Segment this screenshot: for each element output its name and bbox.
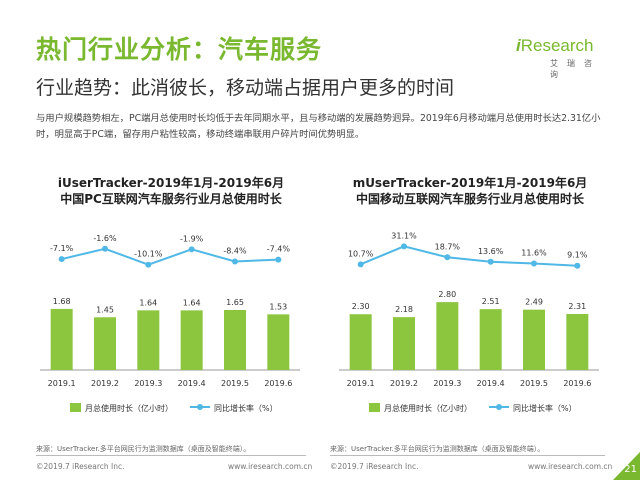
bar-value-label: 2.51: [482, 297, 500, 306]
legend-bar-label: 月总使用时长（亿小时）: [85, 403, 173, 413]
line-value-label: 10.7%: [348, 249, 374, 258]
x-tick-label: 2019.4: [477, 379, 505, 388]
bar: [436, 302, 459, 370]
bar: [349, 314, 372, 370]
chart-title-mobile-line2: 中国移动互联网汽车服务行业月总使用时长: [355, 192, 584, 206]
line-point: [102, 245, 108, 252]
line-value-label: -1.6%: [93, 234, 117, 243]
bar-value-label: 1.64: [139, 298, 157, 307]
copyright-left: ©2019.7 iResearch Inc.: [36, 462, 125, 471]
legend-bar-swatch: [70, 403, 81, 412]
bar-value-label: 2.30: [352, 302, 370, 311]
x-tick-label: 2019.1: [347, 379, 375, 388]
chart-title-mobile-line1: mUserTracker-2019年1月-2019年6月: [352, 176, 588, 190]
line-value-label: 13.6%: [478, 247, 504, 256]
legend-line-label: 同比增长率（%）: [214, 403, 278, 413]
x-tick-label: 2019.3: [433, 379, 461, 388]
iresearch-logo: iResearch 艾瑞咨询: [516, 36, 616, 80]
line-value-label: -8.4%: [223, 247, 247, 256]
line-value-label: -1.9%: [180, 234, 204, 243]
bar: [566, 314, 589, 370]
line-point: [531, 260, 537, 267]
bar: [50, 308, 73, 370]
logo-i: i: [516, 36, 521, 55]
line-point: [232, 258, 238, 265]
line-point: [574, 262, 581, 269]
bar: [393, 317, 415, 370]
x-tick-label: 2019.2: [390, 379, 418, 388]
page-number-badge: 21: [613, 452, 640, 480]
legend-line-marker: [496, 404, 502, 410]
logo-research: Research: [520, 36, 594, 55]
chart-title-pc: iUserTracker-2019年1月-2019年6月 中国PC互联网汽车服务…: [36, 175, 306, 207]
mobile-duration-chart: 2.30 2019.1 2.18 2019.2 2.80 2019.3 2.51 2019.4…: [339, 231, 599, 413]
growth-line: [360, 245, 578, 267]
bar-value-label: 2.80: [438, 290, 456, 299]
bar-value-label: 1.45: [96, 305, 114, 314]
line-point: [401, 243, 407, 250]
line-point: [145, 261, 152, 268]
bar-value-label: 1.64: [183, 298, 201, 307]
line-value-label: 31.1%: [391, 231, 417, 240]
legend-line-label: 同比增长率（%）: [513, 403, 577, 413]
line-value-label: 18.7%: [435, 242, 461, 251]
bar-value-label: 1.53: [269, 302, 287, 311]
line-value-label: 9.1%: [567, 251, 588, 260]
x-tick-label: 2019.3: [134, 379, 162, 388]
legend-bar-swatch: [369, 403, 380, 412]
bar-value-label: 2.31: [568, 302, 586, 311]
logo-chinese: 艾瑞咨询: [550, 59, 601, 79]
bar: [94, 317, 116, 370]
footer-divider-right: [330, 455, 605, 456]
chart-title-pc-line1: iUserTracker-2019年1月-2019年6月: [57, 176, 285, 190]
line-point: [357, 261, 364, 268]
x-tick-label: 2019.4: [178, 379, 206, 388]
x-tick-label: 2019.1: [48, 379, 76, 388]
growth-line: [61, 247, 279, 266]
bar: [224, 310, 246, 370]
chart-title-pc-line2: 中国PC互联网汽车服务行业月总使用时长: [60, 192, 282, 206]
line-value-label: 11.6%: [521, 249, 547, 258]
bar-value-label: 2.18: [395, 305, 413, 314]
copyright-right: ©2019.7 iResearch Inc.: [330, 462, 419, 471]
bar: [180, 310, 203, 370]
bar-value-label: 2.49: [525, 298, 543, 307]
bar: [137, 310, 160, 370]
page-subtitle: 行业趋势：此消彼长，移动端占据用户更多的时间: [36, 77, 455, 99]
line-point: [275, 256, 282, 263]
x-tick-label: 2019.2: [91, 379, 119, 388]
pc-duration-chart: 1.68 2019.1 1.45 2019.2 1.64 2019.3 1.64 2019.4…: [40, 234, 300, 413]
line-point: [487, 258, 494, 265]
legend-bar-label: 月总使用时长（亿小时）: [384, 403, 472, 413]
x-tick-label: 2019.6: [264, 379, 292, 388]
x-tick-label: 2019.6: [563, 379, 591, 388]
website-right: www.iresearch.com.cn: [528, 462, 613, 471]
footer-divider-left: [36, 455, 306, 456]
x-tick-label: 2019.5: [520, 379, 548, 388]
legend-line-marker: [197, 404, 203, 410]
x-tick-label: 2019.5: [221, 379, 249, 388]
bar: [479, 309, 502, 370]
website-left: www.iresearch.com.cn: [228, 462, 313, 471]
line-value-label: -7.4%: [267, 245, 291, 254]
bar-value-label: 1.65: [226, 298, 244, 307]
chart-title-mobile: mUserTracker-2019年1月-2019年6月 中国移动互联网汽车服务…: [335, 175, 605, 207]
line-point: [188, 246, 195, 253]
page-number: 21: [624, 464, 637, 475]
source-note-left: 来源：UserTracker.多平台网民行为监测数据库（桌面及智能终端）。: [36, 445, 251, 453]
description-text: 与用户规模趋势相左，PC端月总使用时长均低于去年同期水平，且与移动端的发展趋势迥…: [36, 113, 601, 140]
line-point: [58, 256, 65, 263]
page-title: 热门行业分析：汽车服务: [36, 35, 323, 64]
line-value-label: -7.1%: [50, 244, 74, 253]
bar-value-label: 1.68: [53, 297, 71, 306]
bar: [267, 314, 290, 370]
line-point: [444, 254, 451, 261]
line-value-label: -10.1%: [134, 250, 163, 259]
bar: [523, 309, 545, 370]
source-note-right: 来源：UserTracker.多平台网民行为监测数据库（桌面及智能终端）。: [330, 445, 545, 453]
